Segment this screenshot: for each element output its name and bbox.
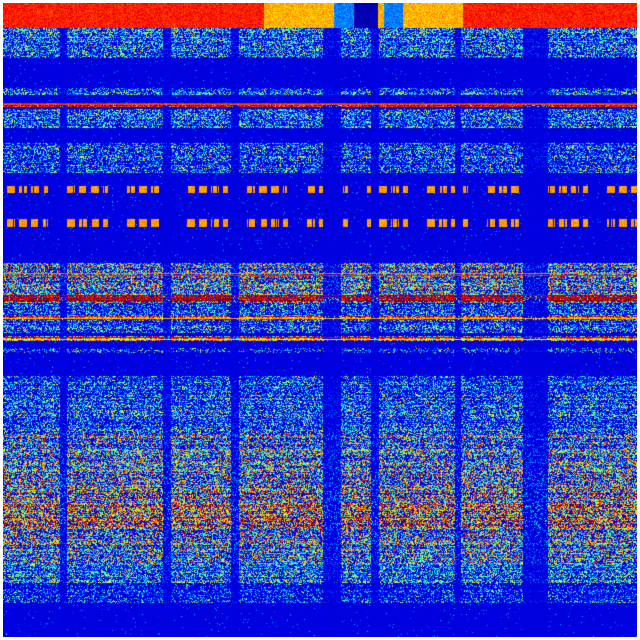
- heatmap-canvas: [3, 3, 637, 637]
